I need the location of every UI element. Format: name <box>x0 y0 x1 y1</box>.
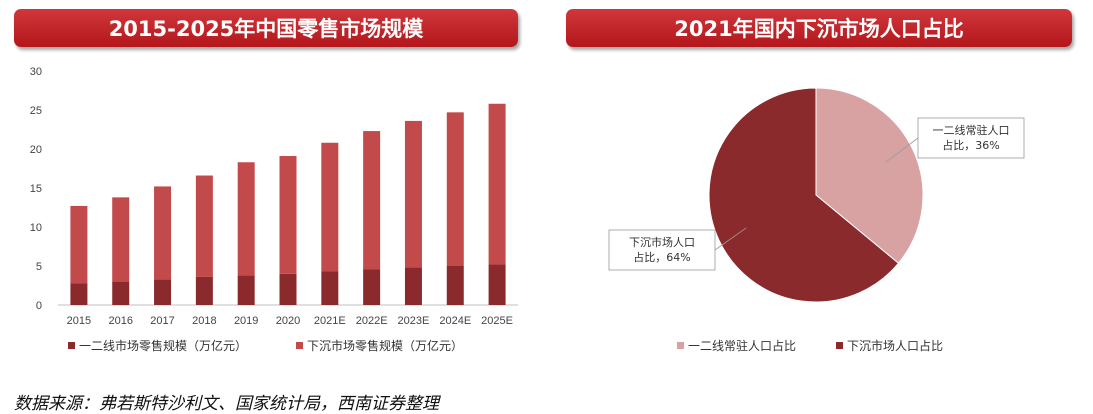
x-tick-label: 2016 <box>108 315 132 327</box>
callout-leader <box>885 137 919 163</box>
x-tick-label: 2022E <box>356 315 388 327</box>
y-tick-label: 25 <box>30 105 42 117</box>
legend-label: 一二线市场零售规模（万亿元） <box>79 338 247 353</box>
lower-tier-bar <box>237 162 255 276</box>
right-chart-title: 2021年国内下沉市场人口占比 <box>566 9 1072 47</box>
lower-tier-bar <box>195 175 213 277</box>
tier12-bar <box>237 275 255 305</box>
left-chart-title: 2015-2025年中国零售市场规模 <box>14 9 518 47</box>
x-tick-label: 2017 <box>150 315 174 327</box>
tier12-bar <box>363 269 381 305</box>
x-tick-label: 2024E <box>439 315 471 327</box>
tier12-bar <box>70 283 88 305</box>
retail-bar-chart: 0 5 10 15 20 25 30 2015 2016 2017 2018 2019 2020 2021… <box>30 66 518 353</box>
lower-tier-bar <box>70 205 88 284</box>
tier12-bar <box>446 266 464 305</box>
pie-slice <box>708 87 900 303</box>
lower-tier-bar <box>279 156 297 274</box>
lower-tier-bar <box>446 112 464 266</box>
y-tick-label: 5 <box>36 261 42 273</box>
tier12-bar <box>321 271 339 305</box>
y-tick-label: 10 <box>30 222 42 234</box>
y-tick-label: 30 <box>30 66 42 78</box>
tier12-bar <box>195 276 213 305</box>
tier12-bar <box>279 273 297 305</box>
x-tick-label: 2025E <box>481 315 513 327</box>
x-tick-label: 2015 <box>67 315 91 327</box>
legend-label: 下沉市场零售规模（万亿元） <box>307 338 463 353</box>
tier12-bar <box>404 267 422 305</box>
y-tick-label: 15 <box>30 183 42 195</box>
x-tick-label: 2018 <box>192 315 216 327</box>
lower-tier-bar <box>112 197 130 282</box>
lower-tier-bar <box>488 103 506 265</box>
legend-swatch <box>68 342 75 349</box>
tier12-bar <box>112 281 130 305</box>
lower-tier-bar <box>363 131 381 270</box>
x-tick-label: 2023E <box>398 315 430 327</box>
legend-label: 下沉市场人口占比 <box>847 338 943 353</box>
x-tick-label: 2019 <box>234 315 258 327</box>
tier12-bar <box>154 279 172 305</box>
callout-leader <box>714 227 747 251</box>
callout-box <box>917 117 1025 159</box>
x-tick-label: 2021E <box>314 315 346 327</box>
legend-label: 一二线常驻人口占比 <box>688 338 796 353</box>
x-tick-label: 2020 <box>276 315 300 327</box>
callout-label: 下沉市场人口占比，64% <box>629 235 695 264</box>
lower-tier-bar <box>321 142 339 272</box>
legend-swatch <box>296 342 303 349</box>
lower-tier-bar <box>154 186 172 280</box>
pie-slice <box>815 87 924 264</box>
population-pie-chart: 一二线常驻人口占比，36% 下沉市场人口占比，64% 一二线常驻人口占比 下沉市场人口… <box>608 87 1025 353</box>
legend-swatch <box>677 342 684 349</box>
y-tick-label: 20 <box>30 144 42 156</box>
tier12-bar <box>488 264 506 305</box>
lower-tier-bar <box>404 120 422 268</box>
callout-box <box>608 229 716 271</box>
y-tick-label: 0 <box>36 300 42 312</box>
data-source-note: 数据来源：弗若斯特沙利文、国家统计局，西南证券整理 <box>14 394 439 414</box>
legend-swatch <box>836 342 843 349</box>
callout-label: 一二线常驻人口占比，36% <box>933 123 1010 152</box>
